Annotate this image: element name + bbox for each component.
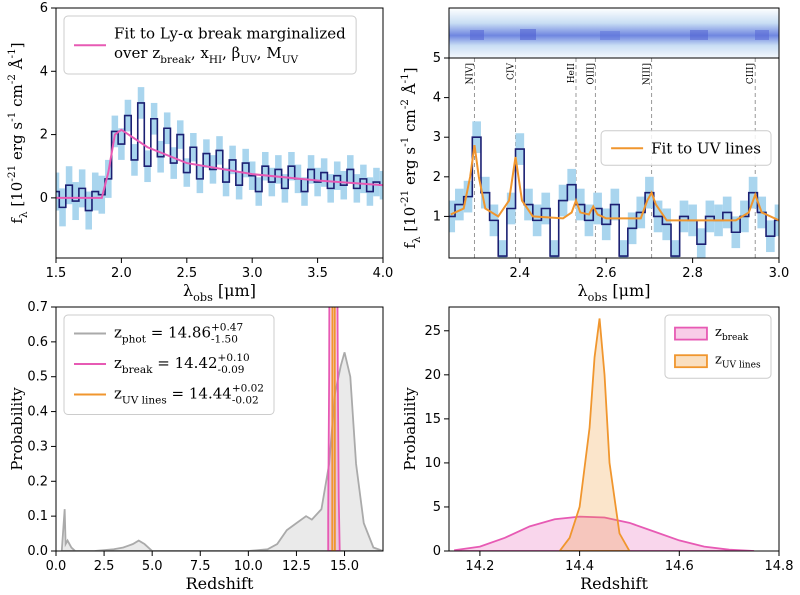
legend-box (600, 130, 772, 166)
axes-frame (448, 306, 780, 552)
x-axis-label: Redshift (186, 574, 254, 593)
model-line (56, 128, 383, 199)
x-tick-label: 15.0 (330, 559, 359, 574)
x-axis-label: Redshift (580, 574, 648, 593)
y-tick-label: 2 (433, 169, 441, 184)
x-tick-label: 2.5 (176, 266, 197, 281)
y-tick-label: 1 (433, 209, 441, 224)
line-label: NIV] (465, 63, 475, 84)
x-tick-label: 14.8 (765, 559, 794, 574)
distribution-area (331, 307, 336, 551)
y-tick-label: 2 (40, 127, 48, 142)
x-tick-label: 3.0 (242, 266, 263, 281)
x-tick-label: 0.0 (46, 559, 67, 574)
x-tick-label: 14.4 (565, 559, 594, 574)
y-tick-label: 20 (424, 367, 441, 382)
error-band (696, 228, 706, 258)
y-tick-label: 0 (433, 544, 441, 559)
error-band (671, 240, 680, 258)
error-band (498, 240, 507, 258)
legend: Fit to UV lines (600, 130, 772, 166)
error-band (619, 240, 628, 258)
y-axis-label: fλ [10-21 erg s-1 cm-2 Å-1] (399, 67, 423, 248)
x-tick-label: 2.4 (509, 266, 530, 281)
y-tick-label: 6 (40, 1, 48, 16)
line-label: CIII] (746, 63, 756, 84)
spectrum-2d (448, 7, 780, 59)
model-line (450, 144, 779, 222)
x-tick-label: 5.0 (142, 559, 163, 574)
line-label: NIII] (642, 63, 652, 85)
x-tick-label: 2.6 (596, 266, 617, 281)
x-tick-label: 10.0 (234, 559, 263, 574)
x-axis-label: λobs [μm] (183, 281, 256, 304)
plot-area (60, 307, 383, 551)
error-band (550, 240, 559, 258)
x-tick-label: 1.5 (46, 266, 67, 281)
y-axis-label: Probability (8, 387, 26, 471)
y-tick-label: 5 (433, 499, 441, 514)
legend-label: Fit to UV lines (651, 139, 761, 157)
y-tick-label: 5 (433, 51, 441, 66)
x-tick-label: 12.5 (282, 559, 311, 574)
legend: Fit to Ly-α break marginalized over zbrea… (63, 15, 357, 75)
x-tick-label: 2.5 (94, 559, 115, 574)
x-tick-label: 7.5 (190, 559, 211, 574)
legend-label: zUV lines = 14.44+0.02 -0.02 (114, 383, 264, 407)
plot-area (56, 87, 383, 230)
x-tick-label: 2.8 (682, 266, 703, 281)
y-tick-label: 0 (40, 190, 48, 205)
legend-label: zbreak (715, 325, 749, 343)
legend: zbreak zUV lines (664, 314, 772, 379)
x-tick-label: 14.2 (465, 559, 494, 574)
y-tick-label: 0.2 (27, 474, 48, 489)
spectrum-line (449, 136, 779, 257)
legend-box (664, 314, 772, 379)
x-tick-label: 2.0 (111, 266, 132, 281)
line-label: CIV (506, 63, 516, 80)
legend-box (63, 314, 275, 415)
legend-label: Fit to Ly-α break marginalized over zbrea… (114, 25, 346, 67)
legend: zphot = 14.86+0.47 -1.50 zbreak = 14.42+0.… (63, 314, 275, 415)
legend-box (63, 15, 357, 75)
y-tick-label: 0.4 (27, 404, 48, 419)
line-label: HeII (566, 63, 576, 84)
y-tick-label: 10 (424, 455, 441, 470)
y-tick-label: 15 (424, 411, 441, 426)
plot-area (454, 318, 755, 551)
plot-area (449, 58, 779, 258)
y-tick-label: 4 (40, 64, 48, 79)
legend-swatch (674, 326, 708, 341)
legend-label: zUV lines (715, 352, 761, 370)
y-tick-label: 0.0 (27, 544, 48, 559)
spectrum-line (56, 102, 383, 212)
y-axis-label: fλ [10-21 erg s-1 cm-2 Å-1] (6, 42, 30, 223)
x-tick-label: 3.0 (769, 266, 790, 281)
y-tick-label: 0.3 (27, 439, 48, 454)
axes-frame (55, 7, 384, 259)
x-axis-label: λobs [μm] (578, 281, 651, 304)
axes-frame (448, 57, 780, 259)
x-tick-label: 3.5 (307, 266, 328, 281)
distribution-area (60, 352, 383, 551)
legend-swatch (674, 354, 708, 369)
axes-frame (55, 306, 384, 552)
y-tick-label: 0.1 (27, 509, 48, 524)
distribution-area (454, 515, 755, 551)
y-tick-label: 0.5 (27, 369, 48, 384)
y-tick-label: 0.7 (27, 300, 48, 315)
distribution-area (558, 318, 631, 551)
legend-label: zphot = 14.86+0.47 -1.50 (114, 322, 243, 346)
y-tick-label: 0.6 (27, 334, 48, 349)
legend-label: zbreak = 14.42+0.10 -0.09 (114, 352, 250, 376)
y-tick-label: 25 (424, 323, 441, 338)
y-tick-label: 3 (433, 130, 441, 145)
y-axis-label: Probability (401, 387, 419, 471)
line-label: OIII] (586, 63, 596, 85)
x-tick-label: 4.0 (373, 266, 394, 281)
x-tick-label: 14.6 (665, 559, 694, 574)
y-tick-label: 4 (433, 90, 441, 105)
